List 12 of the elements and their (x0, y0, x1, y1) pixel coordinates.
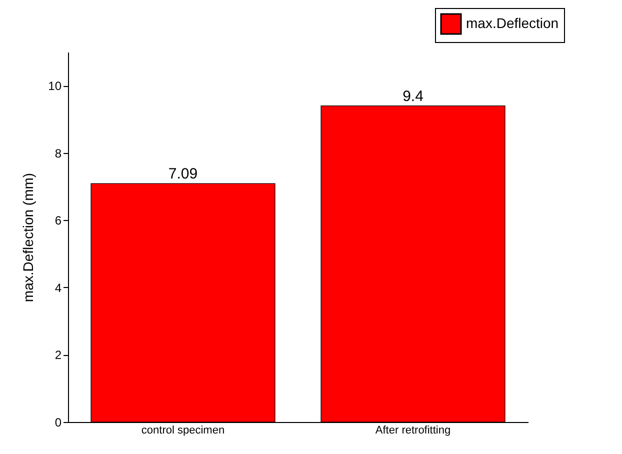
y-tick-label: 8 (54, 146, 62, 160)
x-tick-label: After retrofitting (375, 424, 451, 436)
y-tick-label: 0 (54, 416, 62, 430)
y-tick-label: 4 (54, 280, 62, 295)
data-label: 9.4 (402, 88, 424, 105)
y-axis-title: max.Deflection (mm) (20, 172, 36, 302)
y-tick-label: 10 (48, 79, 62, 94)
y-tick-label: 6 (54, 214, 62, 228)
data-label: 7.09 (168, 166, 198, 183)
y-tick-label: 2 (54, 348, 62, 362)
legend-label: max.Deflection (466, 15, 559, 31)
x-tick-label: control specimen (141, 424, 225, 436)
